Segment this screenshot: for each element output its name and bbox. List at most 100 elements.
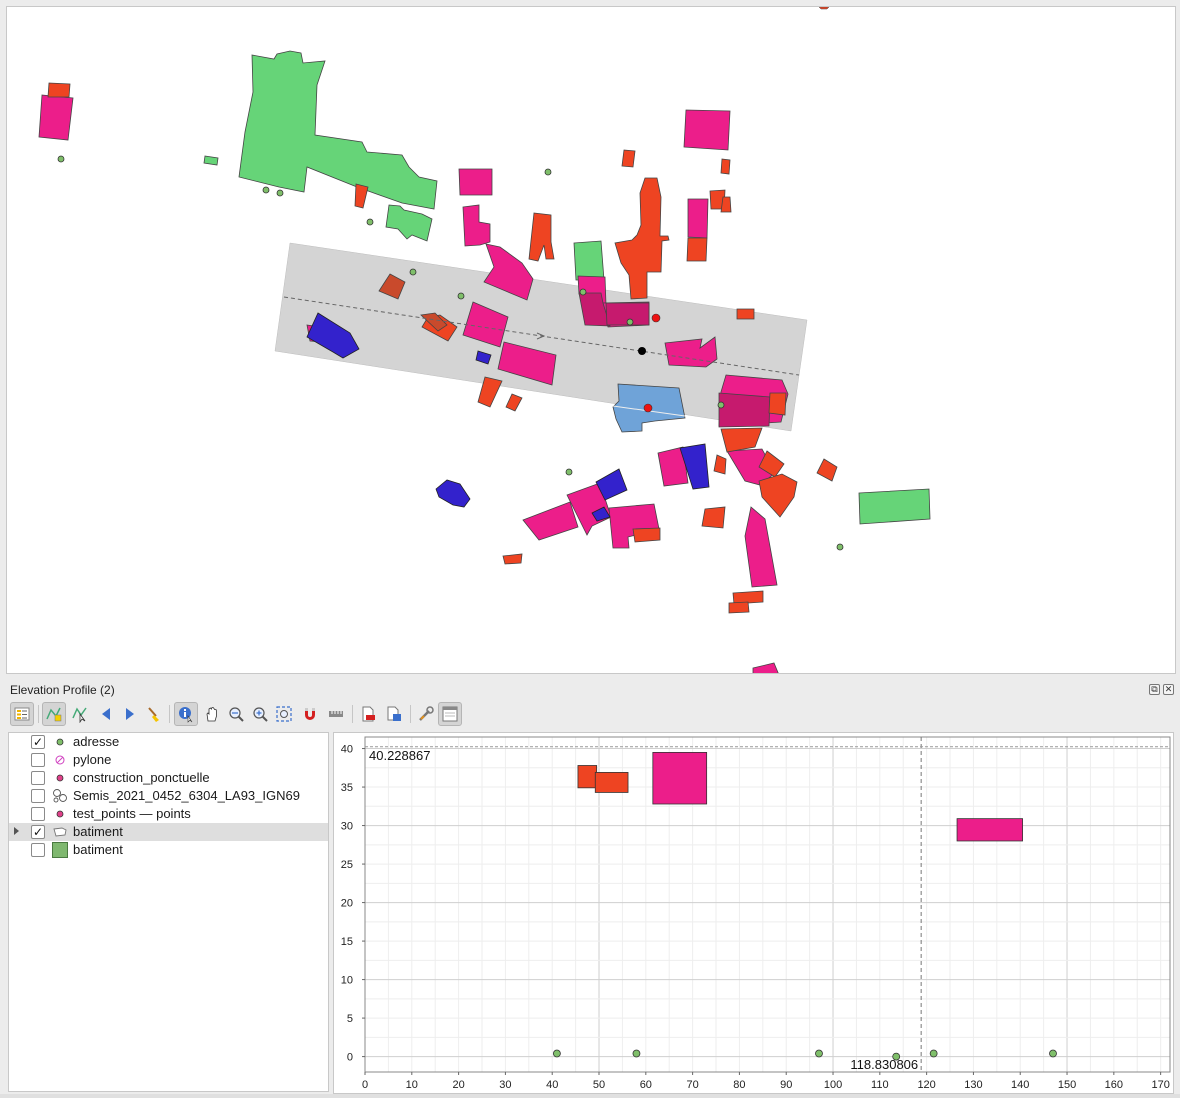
profile-point — [929, 1049, 938, 1058]
close-dock-button[interactable]: ✕ — [1163, 684, 1174, 695]
layer-row-batiment-3d[interactable]: ✓ batiment — [9, 823, 328, 841]
profile-point — [552, 1049, 561, 1058]
x-tick-label: 100 — [824, 1079, 842, 1091]
x-tick-label: 110 — [871, 1079, 889, 1091]
x-tick-label: 80 — [733, 1079, 745, 1091]
x-tick-label: 150 — [1058, 1079, 1076, 1091]
capture-from-feature-icon[interactable] — [68, 702, 92, 726]
plot-frame — [364, 736, 1171, 1073]
pink-dot-icon — [51, 806, 69, 822]
x-tick-label: 20 — [452, 1079, 464, 1091]
green-dot-icon — [51, 734, 69, 750]
zoom-icon[interactable] — [248, 702, 272, 726]
dock-title: Elevation Profile (2) — [10, 683, 115, 697]
map-canvas[interactable] — [6, 6, 1176, 674]
polygon-outline-icon — [51, 824, 69, 840]
profile-building-box — [594, 772, 629, 793]
identify-icon[interactable] — [174, 702, 198, 726]
building-green — [858, 488, 931, 525]
x-tick-label: 130 — [964, 1079, 982, 1091]
layer-name: pylone — [73, 752, 112, 767]
building-green — [573, 240, 605, 281]
snap-icon[interactable] — [298, 702, 322, 726]
layer-checkbox[interactable] — [31, 807, 45, 821]
y-tick-label: 20 — [341, 898, 353, 910]
layer-row-pylone[interactable]: pylone — [9, 751, 328, 769]
export-pdf-icon[interactable] — [356, 702, 380, 726]
float-dock-button[interactable]: ⧉ — [1149, 684, 1160, 695]
back-icon[interactable] — [94, 702, 118, 726]
x-tick-label: 40 — [546, 1079, 558, 1091]
profile-point — [632, 1049, 641, 1058]
layer-checkbox[interactable] — [31, 843, 45, 857]
layer-checkbox[interactable]: ✓ — [31, 825, 45, 839]
y-tick-label: 25 — [341, 859, 353, 871]
x-tick-label: 140 — [1011, 1079, 1029, 1091]
green-square-icon — [51, 842, 69, 858]
layer-name: Semis_2021_0452_6304_LA93_IGN69 — [73, 788, 300, 803]
map-layer-render — [38, 7, 931, 673]
settings-icon[interactable] — [414, 702, 438, 726]
x-tick-label: 90 — [780, 1079, 792, 1091]
layer-row-semis[interactable]: Semis_2021_0452_6304_LA93_IGN69 — [9, 787, 328, 805]
export-image-icon[interactable] — [382, 702, 406, 726]
y-tick-label: 10 — [341, 975, 353, 987]
profile-point — [815, 1049, 823, 1058]
zoom-x-icon[interactable] — [224, 702, 248, 726]
capture-curve-icon[interactable] — [42, 702, 66, 726]
y-tick-label: 40 — [341, 744, 353, 756]
x-tick-label: 120 — [917, 1079, 935, 1091]
pylone-icon — [51, 752, 69, 768]
elevation-profile-plot[interactable]: 0 5 10 15 20 25 30 35 40 0 10 20 30 40 50 60 70 80 90 100 11… — [333, 732, 1174, 1094]
layer-row-batiment[interactable]: batiment — [9, 841, 328, 859]
x-tick-label: 160 — [1105, 1079, 1123, 1091]
forward-icon[interactable] — [118, 702, 142, 726]
building-green — [385, 204, 433, 242]
layer-checkbox[interactable] — [31, 753, 45, 767]
layer-name: batiment — [73, 842, 123, 857]
x-tick-label: 50 — [593, 1079, 605, 1091]
layer-row-construction-ponctuelle[interactable]: construction_ponctuelle — [9, 769, 328, 787]
x-tick-label: 10 — [406, 1079, 418, 1091]
layer-checkbox[interactable] — [31, 771, 45, 785]
measure-icon[interactable] — [324, 702, 348, 726]
x-tick-label: 0 — [362, 1079, 368, 1091]
point-cloud-icon — [51, 788, 69, 804]
dock-toggle-icon[interactable] — [438, 702, 462, 726]
expand-arrow-icon[interactable] — [14, 827, 19, 835]
profile-chart: 0 5 10 15 20 25 30 35 40 0 10 20 30 40 50 60 70 80 90 100 11… — [341, 736, 1171, 1091]
layer-row-adresse[interactable]: ✓ adresse — [9, 733, 328, 751]
pink-dot-icon — [51, 770, 69, 786]
layer-checkbox[interactable]: ✓ — [31, 735, 45, 749]
x-tick-label: 30 — [499, 1079, 511, 1091]
x-tick-label: 60 — [640, 1079, 652, 1091]
y-tick-label: 30 — [341, 821, 353, 833]
profile-point — [892, 1052, 901, 1061]
layer-checkbox[interactable] — [31, 789, 45, 803]
layer-name: test_points — points — [73, 806, 191, 821]
clear-icon[interactable] — [142, 702, 166, 726]
profile-toolbar — [8, 702, 478, 726]
profile-building-box — [577, 765, 598, 789]
layer-tree-toggle-icon[interactable] — [10, 702, 34, 726]
layer-row-test-points[interactable]: test_points — points — [9, 805, 328, 823]
zoom-full-icon[interactable] — [272, 702, 296, 726]
layer-name: construction_ponctuelle — [73, 770, 210, 785]
building-green — [203, 155, 219, 166]
x-tick-label: 170 — [1151, 1079, 1169, 1091]
y-tick-label: 0 — [347, 1052, 353, 1064]
y-tick-label: 35 — [341, 782, 353, 794]
profile-position-marker — [638, 347, 646, 355]
y-tick-label: 15 — [341, 936, 353, 948]
layer-name: batiment — [73, 824, 123, 839]
dock-splitter[interactable] — [0, 674, 1180, 680]
profile-building-box — [956, 818, 1023, 842]
pan-icon[interactable] — [200, 702, 224, 726]
profile-building-box — [652, 752, 708, 805]
crosshair-x-label: 118.830806 — [850, 1057, 918, 1072]
status-strip — [0, 1094, 1180, 1098]
building-green-large — [238, 50, 438, 210]
elevation-profile-dock: Elevation Profile (2) ⧉ ✕ — [0, 680, 1180, 1098]
y-tick-label: 5 — [347, 1013, 353, 1025]
layer-tree: ✓ adresse pylone construction_ponctuelle… — [8, 732, 329, 1092]
